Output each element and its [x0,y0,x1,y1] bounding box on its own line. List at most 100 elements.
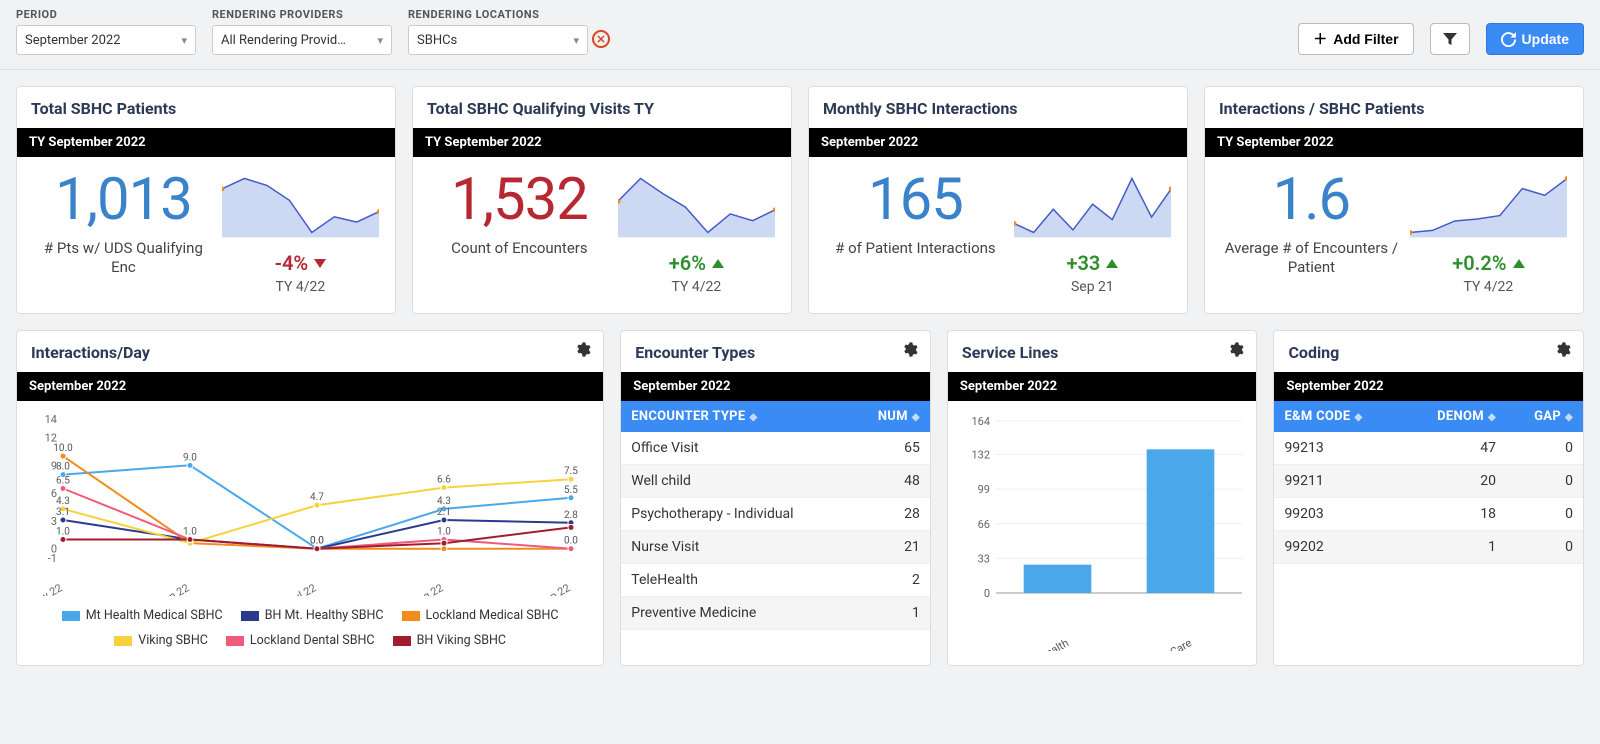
kpi-sparkline [222,167,379,239]
kpi-subtitle: TY September 2022 [17,128,395,157]
kpi-body: 1.6Average # of Encounters / Patient+0.2… [1205,157,1583,313]
svg-text:Aug 22: Aug 22 [409,581,445,596]
filter-period-label: PERIOD [16,8,196,21]
table-cell: 99211 [1274,465,1402,498]
svg-text:6.6: 6.6 [437,475,451,486]
kpi-card: Total SBHC Qualifying Visits TYTY Septem… [412,86,792,314]
table-cell: 21 [852,531,930,564]
table-cell: 99213 [1274,432,1402,465]
table-row[interactable]: Office Visit65 [621,432,930,465]
legend-item[interactable]: Viking SBHC [114,633,208,648]
filter-locations-label: RENDERING LOCATIONS [408,8,610,21]
svg-text:1.0: 1.0 [183,526,197,537]
clear-locations-icon[interactable]: ✕ [592,30,610,48]
legend-label: Viking SBHC [138,633,208,648]
kpi-compare: TY 4/22 [672,279,722,295]
kpi-row: Total SBHC PatientsTY September 2022 1,01… [0,70,1600,314]
table-cell: 1 [1403,531,1506,564]
kpi-value: 1,013 [55,167,192,229]
legend-label: BH Viking SBHC [417,633,506,648]
table-row[interactable]: 99203180 [1274,498,1583,531]
table-row[interactable]: 9920210 [1274,531,1583,564]
update-label: Update [1522,31,1569,47]
gear-icon[interactable] [901,341,918,362]
interactions-chart-card: Interactions/Day September 2022 -1036912… [16,330,604,666]
coding-card: Coding September 2022 E&M CODE◆DENOM◆GAP… [1273,330,1584,666]
kpi-desc: # of Patient Interactions [835,239,996,258]
legend-label: Mt Health Medical SBHC [86,608,223,623]
svg-text:0.0: 0.0 [310,536,324,547]
legend-item[interactable]: Lockland Dental SBHC [226,633,375,648]
table-cell: 18 [1403,498,1506,531]
period-value: September 2022 [25,33,121,48]
table-cell: 0 [1506,465,1583,498]
add-filter-button[interactable]: ＋ Add Filter [1298,23,1413,55]
legend-item[interactable]: Mt Health Medical SBHC [62,608,223,623]
period-select[interactable]: September 2022 ▾ [16,25,196,55]
kpi-title: Total SBHC Patients [17,87,395,128]
providers-select[interactable]: All Rendering Provid… ▾ [212,25,392,55]
legend-item[interactable]: BH Mt. Healthy SBHC [241,608,384,623]
service-lines-sub: September 2022 [948,372,1257,401]
table-cell: 0 [1506,498,1583,531]
legend-item[interactable]: BH Viking SBHC [393,633,506,648]
legend-swatch [226,636,244,646]
table-cell: 48 [852,465,930,498]
svg-text:7.5: 7.5 [564,466,578,477]
table-row[interactable]: Nurse Visit21 [621,531,930,564]
filter-toggle-button[interactable] [1430,23,1470,55]
update-button[interactable]: Update [1486,23,1584,55]
svg-text:8.0: 8.0 [56,462,70,473]
table-row[interactable]: 99213470 [1274,432,1583,465]
arrow-up-icon [1106,259,1118,268]
table-cell: 2 [852,564,930,597]
kpi-delta: +6% [669,251,724,275]
arrow-up-icon [712,259,724,268]
chevron-down-icon: ▾ [573,34,579,47]
funnel-icon [1442,31,1458,47]
svg-text:10.0: 10.0 [53,443,73,454]
encounter-types-sub: September 2022 [621,372,930,401]
column-header[interactable]: GAP◆ [1506,401,1583,432]
legend-swatch [393,636,411,646]
kpi-body: 165# of Patient Interactions+33Sep 21 [809,157,1187,313]
gear-icon[interactable] [574,341,591,362]
kpi-title: Interactions / SBHC Patients [1205,87,1583,128]
bar[interactable] [1024,565,1092,593]
legend-swatch [114,636,132,646]
filter-providers: RENDERING PROVIDERS All Rendering Provid… [212,8,392,55]
interactions-chart-body: -103691214May 22Jun 22Jul 22Aug 22Sep 22… [17,401,603,660]
kpi-desc: # Pts w/ UDS Qualifying Enc [33,239,214,277]
kpi-body: 1,013# Pts w/ UDS Qualifying Enc-4%TY 4/… [17,157,395,313]
bar[interactable] [1147,449,1215,593]
column-header[interactable]: DENOM◆ [1403,401,1506,432]
legend-item[interactable]: Lockland Medical SBHC [402,608,559,623]
table-cell: Nurse Visit [621,531,851,564]
add-filter-label: Add Filter [1333,31,1398,47]
table-row[interactable]: Preventive Medicine1 [621,597,930,630]
encounter-types-table: ENCOUNTER TYPE◆NUM◆Office Visit65Well ch… [621,401,930,630]
table-row[interactable]: Well child48 [621,465,930,498]
column-header[interactable]: ENCOUNTER TYPE◆ [621,401,851,432]
svg-text:May 22: May 22 [31,581,65,596]
table-row[interactable]: 99211200 [1274,465,1583,498]
kpi-compare: Sep 21 [1071,279,1114,295]
legend-swatch [62,611,80,621]
table-cell: 20 [1403,465,1506,498]
service-lines-title: Service Lines [948,331,1257,372]
svg-text:9.0: 9.0 [183,452,197,463]
kpi-value: 1.6 [1273,167,1351,229]
svg-text:1.0: 1.0 [56,526,70,537]
table-row[interactable]: TeleHealth2 [621,564,930,597]
table-row[interactable]: Psychotherapy - Individual28 [621,498,930,531]
gear-icon[interactable] [1554,341,1571,362]
interactions-chart-title: Interactions/Day [17,331,603,372]
svg-text:1.0: 1.0 [437,526,451,537]
svg-text:66: 66 [977,518,989,531]
column-header[interactable]: NUM◆ [852,401,930,432]
kpi-sparkline [1410,167,1567,239]
table-cell: 99202 [1274,531,1402,564]
column-header[interactable]: E&M CODE◆ [1274,401,1402,432]
locations-select[interactable]: SBHCs ▾ [408,25,588,55]
gear-icon[interactable] [1227,341,1244,362]
